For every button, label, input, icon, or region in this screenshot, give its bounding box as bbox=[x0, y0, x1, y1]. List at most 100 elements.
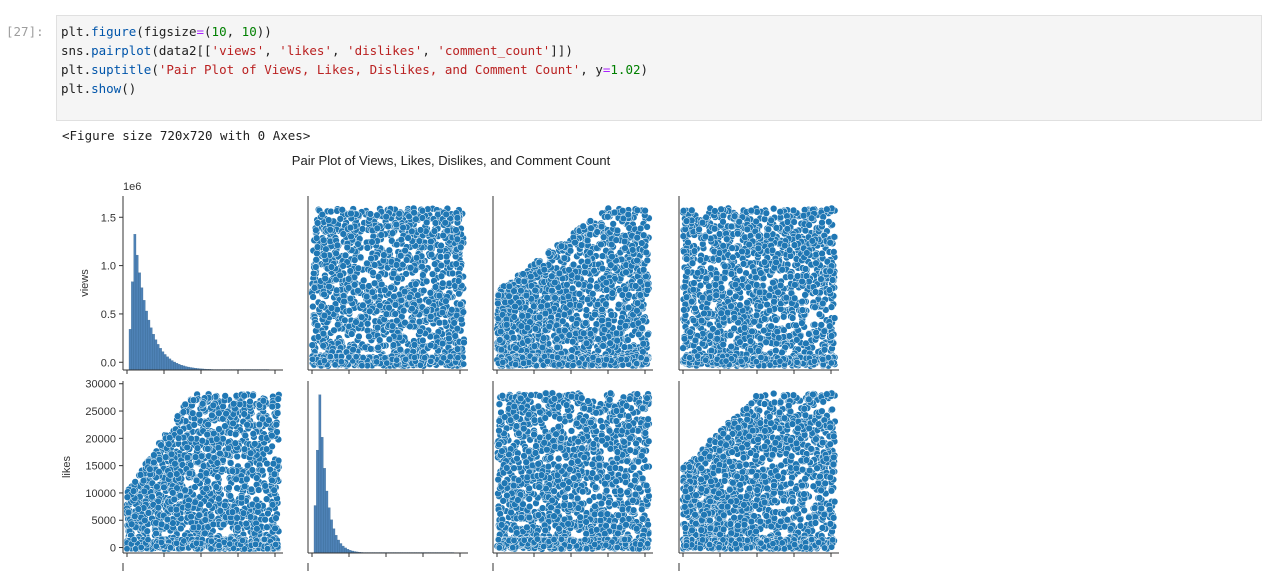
scatter-point bbox=[805, 330, 813, 338]
histogram-bar bbox=[156, 344, 160, 371]
scatter-point bbox=[319, 342, 327, 350]
scatter-point bbox=[454, 277, 463, 285]
scatter-point bbox=[437, 272, 446, 280]
histogram-bar bbox=[177, 364, 181, 371]
scatter-point bbox=[524, 337, 532, 345]
scatter-point bbox=[774, 288, 782, 296]
scatter-point bbox=[621, 322, 630, 330]
scatter-point bbox=[727, 302, 735, 310]
scatter-point bbox=[743, 299, 751, 307]
scatter-point bbox=[392, 261, 401, 269]
scatter-point bbox=[756, 302, 764, 311]
scatter-point bbox=[717, 284, 726, 292]
scatter-point bbox=[543, 294, 551, 302]
scatter-point bbox=[727, 222, 736, 231]
scatter-point bbox=[544, 357, 551, 365]
scatter-point bbox=[509, 334, 518, 342]
scatter-point bbox=[430, 227, 439, 235]
scatter-point bbox=[427, 341, 435, 350]
scatter-point bbox=[402, 270, 410, 278]
histogram-bar bbox=[131, 281, 134, 371]
scatter-point bbox=[583, 236, 592, 245]
scatter-point bbox=[635, 330, 643, 339]
scatter-point bbox=[643, 256, 651, 265]
scatter-point bbox=[389, 269, 398, 278]
scatter-point bbox=[541, 309, 550, 318]
scatter-point bbox=[598, 316, 606, 325]
scatter-point bbox=[739, 260, 748, 268]
scatter-point bbox=[823, 205, 831, 213]
scatter-point bbox=[354, 264, 362, 272]
scatter-point bbox=[569, 260, 578, 269]
scatter-point bbox=[633, 234, 641, 242]
code-token: , bbox=[226, 24, 242, 39]
scatter-point bbox=[426, 244, 434, 252]
scatter-point bbox=[755, 288, 764, 297]
scatter-point bbox=[690, 247, 699, 255]
scatter-point bbox=[698, 219, 707, 227]
y-axis-label: views bbox=[79, 269, 91, 297]
scatter-point bbox=[313, 234, 321, 242]
scatter-point bbox=[818, 249, 826, 258]
scatter-point bbox=[442, 252, 451, 261]
scatter-point bbox=[799, 212, 808, 220]
scatter-point bbox=[448, 306, 456, 314]
scatter-point bbox=[345, 307, 354, 315]
scatter-point bbox=[518, 312, 526, 320]
scatter-point bbox=[740, 324, 749, 332]
scatter-point bbox=[551, 294, 559, 302]
scatter-point bbox=[359, 354, 367, 362]
scatter-point bbox=[366, 210, 375, 218]
scatter-point bbox=[782, 294, 790, 302]
scatter-point bbox=[312, 256, 320, 264]
scatter-point bbox=[586, 282, 594, 290]
scatter-point bbox=[530, 355, 538, 363]
scatter-point bbox=[373, 324, 382, 332]
scatter-point bbox=[830, 233, 838, 241]
scatter-point bbox=[625, 291, 633, 299]
scatter-point bbox=[411, 353, 419, 361]
scatter-point bbox=[606, 339, 614, 347]
scatter-point bbox=[511, 302, 519, 311]
scatter-point bbox=[551, 278, 559, 287]
scatter-point bbox=[590, 267, 598, 275]
scatter-point bbox=[778, 348, 786, 357]
scatter-point bbox=[679, 232, 688, 240]
scatter-point bbox=[339, 262, 347, 270]
scatter-point bbox=[371, 261, 379, 269]
scatter-point bbox=[600, 233, 608, 241]
scatter-point bbox=[760, 258, 769, 266]
scatter-point bbox=[695, 225, 703, 234]
scatter-point bbox=[419, 336, 427, 345]
scatter-point bbox=[459, 308, 467, 316]
scatter-point bbox=[727, 270, 736, 278]
code-token: ( bbox=[204, 24, 212, 39]
scatter-point bbox=[416, 226, 425, 234]
scatter-point bbox=[553, 335, 561, 343]
scatter-point bbox=[445, 334, 453, 343]
scatter-point bbox=[318, 210, 326, 219]
scatter-point bbox=[602, 278, 610, 287]
scatter-point bbox=[638, 324, 646, 332]
scatter-point bbox=[393, 240, 401, 249]
scatter-point bbox=[598, 264, 607, 273]
histogram-bar bbox=[140, 287, 144, 371]
scatter-point bbox=[715, 249, 724, 257]
scatter-point bbox=[736, 301, 744, 309]
code-token: pairplot bbox=[91, 43, 152, 58]
scatter-point bbox=[442, 210, 450, 219]
code-token: 10 bbox=[211, 24, 227, 39]
scatter-point bbox=[723, 235, 731, 243]
code-cell[interactable]: plt.figure(figsize=(10, 10)) sns.pairplo… bbox=[56, 15, 1262, 121]
scatter-point bbox=[321, 274, 329, 283]
scatter-point bbox=[770, 298, 778, 306]
histogram-bar bbox=[147, 319, 151, 371]
scatter-point bbox=[597, 240, 605, 249]
scatter-point bbox=[555, 269, 564, 278]
scatter-point bbox=[414, 291, 422, 299]
scatter-point bbox=[597, 222, 606, 231]
scatter-point bbox=[383, 359, 391, 367]
scatter-point bbox=[537, 302, 545, 311]
scatter-point bbox=[438, 308, 447, 317]
scatter-point bbox=[395, 210, 403, 218]
